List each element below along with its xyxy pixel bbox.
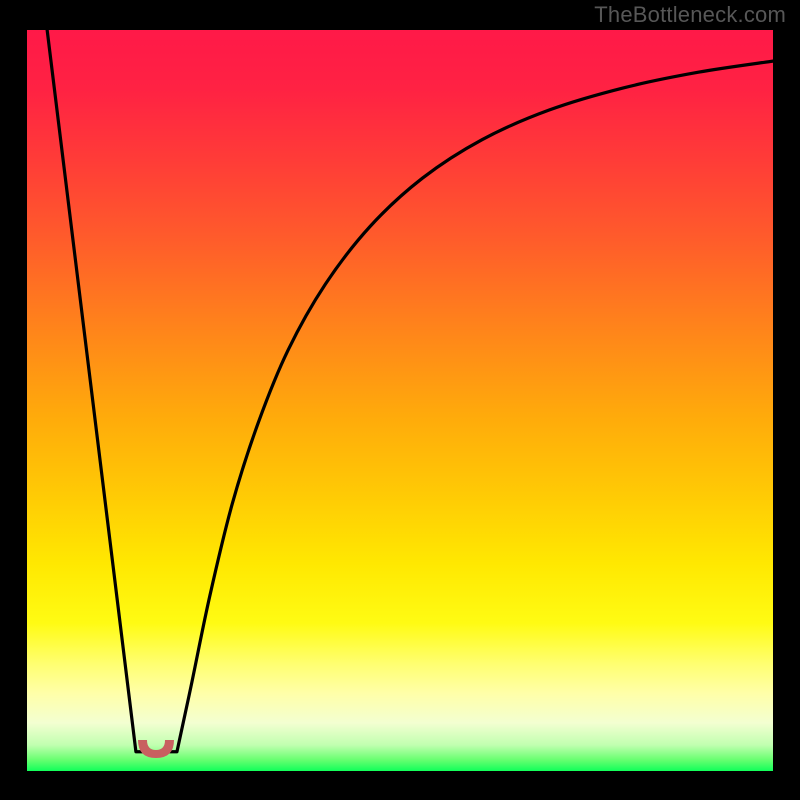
watermark-text: TheBottleneck.com (594, 2, 786, 28)
bottleneck-curve (27, 30, 773, 771)
optimal-dip-marker (132, 737, 180, 761)
plot-area (27, 30, 773, 771)
chart-container: TheBottleneck.com (0, 0, 800, 800)
